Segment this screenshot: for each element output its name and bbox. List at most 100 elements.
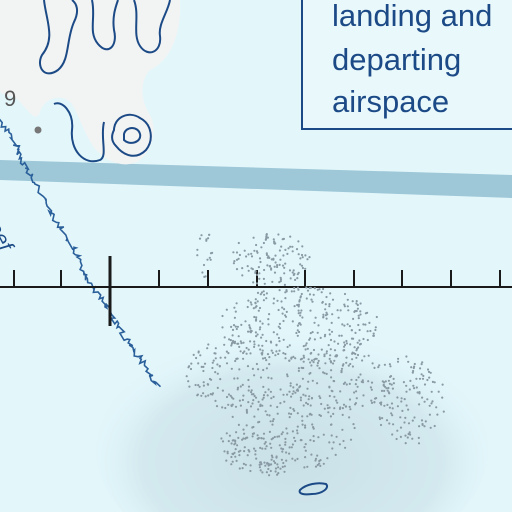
sand-dot bbox=[255, 305, 258, 308]
sand-dot bbox=[310, 453, 313, 456]
sand-dot bbox=[427, 370, 431, 373]
sand-dot bbox=[284, 441, 287, 444]
sand-dot bbox=[316, 454, 319, 457]
sand-dot bbox=[231, 334, 234, 337]
sand-dot bbox=[221, 440, 225, 443]
sand-dot bbox=[343, 341, 346, 344]
sand-dot bbox=[269, 469, 272, 473]
sand-dot bbox=[426, 378, 429, 382]
sand-dot bbox=[267, 318, 270, 321]
sand-dot bbox=[280, 300, 283, 303]
sand-dot bbox=[311, 300, 314, 303]
sand-dot bbox=[436, 413, 439, 416]
sand-dot bbox=[237, 436, 240, 439]
sand-dot bbox=[296, 432, 299, 435]
sand-dot bbox=[302, 393, 305, 396]
sand-dot bbox=[231, 341, 234, 344]
sand-dot bbox=[433, 424, 436, 428]
sand-dot bbox=[297, 312, 300, 315]
sand-dot bbox=[261, 471, 264, 474]
sand-dot bbox=[286, 375, 289, 378]
sand-dot bbox=[288, 446, 291, 449]
sand-dot bbox=[281, 450, 284, 453]
sand-dot bbox=[235, 459, 238, 462]
sand-dot bbox=[353, 426, 356, 430]
sand-dot bbox=[260, 291, 263, 294]
sand-dot bbox=[301, 366, 304, 370]
sand-dot bbox=[243, 249, 246, 252]
sand-dot bbox=[242, 341, 245, 344]
sand-dot bbox=[430, 402, 433, 405]
sand-dot bbox=[269, 404, 272, 407]
sand-dot bbox=[270, 377, 273, 380]
sand-dot bbox=[242, 394, 245, 397]
sand-dot bbox=[230, 404, 233, 407]
sand-dot bbox=[196, 393, 199, 396]
sand-dot bbox=[276, 333, 279, 336]
sand-dot bbox=[259, 461, 262, 464]
sand-dot bbox=[296, 388, 299, 391]
sand-dot bbox=[245, 346, 248, 350]
sand-dot bbox=[316, 463, 319, 467]
sand-dot bbox=[202, 392, 205, 395]
sand-dot bbox=[304, 267, 307, 270]
sand-dot bbox=[247, 269, 250, 272]
sand-dot bbox=[255, 316, 258, 319]
sand-dot bbox=[343, 349, 346, 352]
sand-dot bbox=[329, 338, 333, 342]
sand-dot bbox=[351, 358, 354, 361]
sand-dot bbox=[270, 458, 273, 461]
sand-dot bbox=[417, 436, 420, 439]
sand-dot bbox=[299, 399, 302, 402]
sand-dot bbox=[276, 299, 279, 302]
sand-dot bbox=[262, 299, 265, 302]
sand-dot bbox=[361, 379, 364, 382]
sand-dot bbox=[271, 456, 274, 459]
sand-dot bbox=[289, 235, 292, 238]
sand-dot bbox=[286, 345, 289, 349]
sand-dot bbox=[387, 386, 390, 390]
sand-dot bbox=[233, 340, 237, 343]
sand-dot bbox=[242, 437, 245, 440]
sand-dot bbox=[309, 439, 312, 442]
sand-dot bbox=[345, 383, 348, 386]
sand-dots bbox=[185, 233, 445, 477]
sand-dot bbox=[239, 340, 242, 343]
sand-dot bbox=[404, 442, 407, 445]
sand-dot bbox=[216, 386, 219, 389]
sand-dot bbox=[395, 437, 398, 441]
sand-dot bbox=[253, 394, 256, 398]
sand-dot bbox=[301, 415, 304, 418]
sand-dot bbox=[367, 380, 370, 383]
sand-dot bbox=[242, 428, 245, 431]
sand-dot bbox=[413, 387, 416, 390]
sand-dot bbox=[408, 431, 411, 434]
sand-dot bbox=[292, 408, 295, 411]
sand-dot bbox=[391, 414, 394, 417]
sand-dot bbox=[297, 369, 300, 372]
sand-dot bbox=[329, 415, 332, 418]
sand-dot bbox=[377, 366, 380, 369]
sand-dot bbox=[241, 383, 244, 386]
sand-dot bbox=[202, 365, 205, 368]
sand-dot bbox=[265, 339, 268, 343]
sand-dot bbox=[306, 258, 309, 261]
sand-dot bbox=[241, 467, 244, 470]
sand-dot bbox=[284, 262, 287, 265]
callout-line-3: airspace bbox=[332, 84, 450, 119]
sand-dot bbox=[230, 367, 233, 370]
sand-dot bbox=[260, 437, 263, 440]
sand-dot bbox=[294, 357, 297, 360]
sand-dot bbox=[214, 352, 217, 355]
sand-dot bbox=[291, 245, 294, 248]
sand-dot bbox=[242, 357, 245, 360]
sand-dot bbox=[383, 389, 386, 392]
sand-dot bbox=[223, 336, 226, 339]
sand-dot bbox=[388, 382, 391, 385]
sand-dot bbox=[356, 385, 359, 388]
sand-dot bbox=[259, 403, 262, 406]
sand-dot bbox=[229, 339, 232, 342]
sand-dot bbox=[348, 325, 351, 328]
sand-dot bbox=[292, 386, 295, 389]
sand-dot bbox=[266, 264, 269, 267]
